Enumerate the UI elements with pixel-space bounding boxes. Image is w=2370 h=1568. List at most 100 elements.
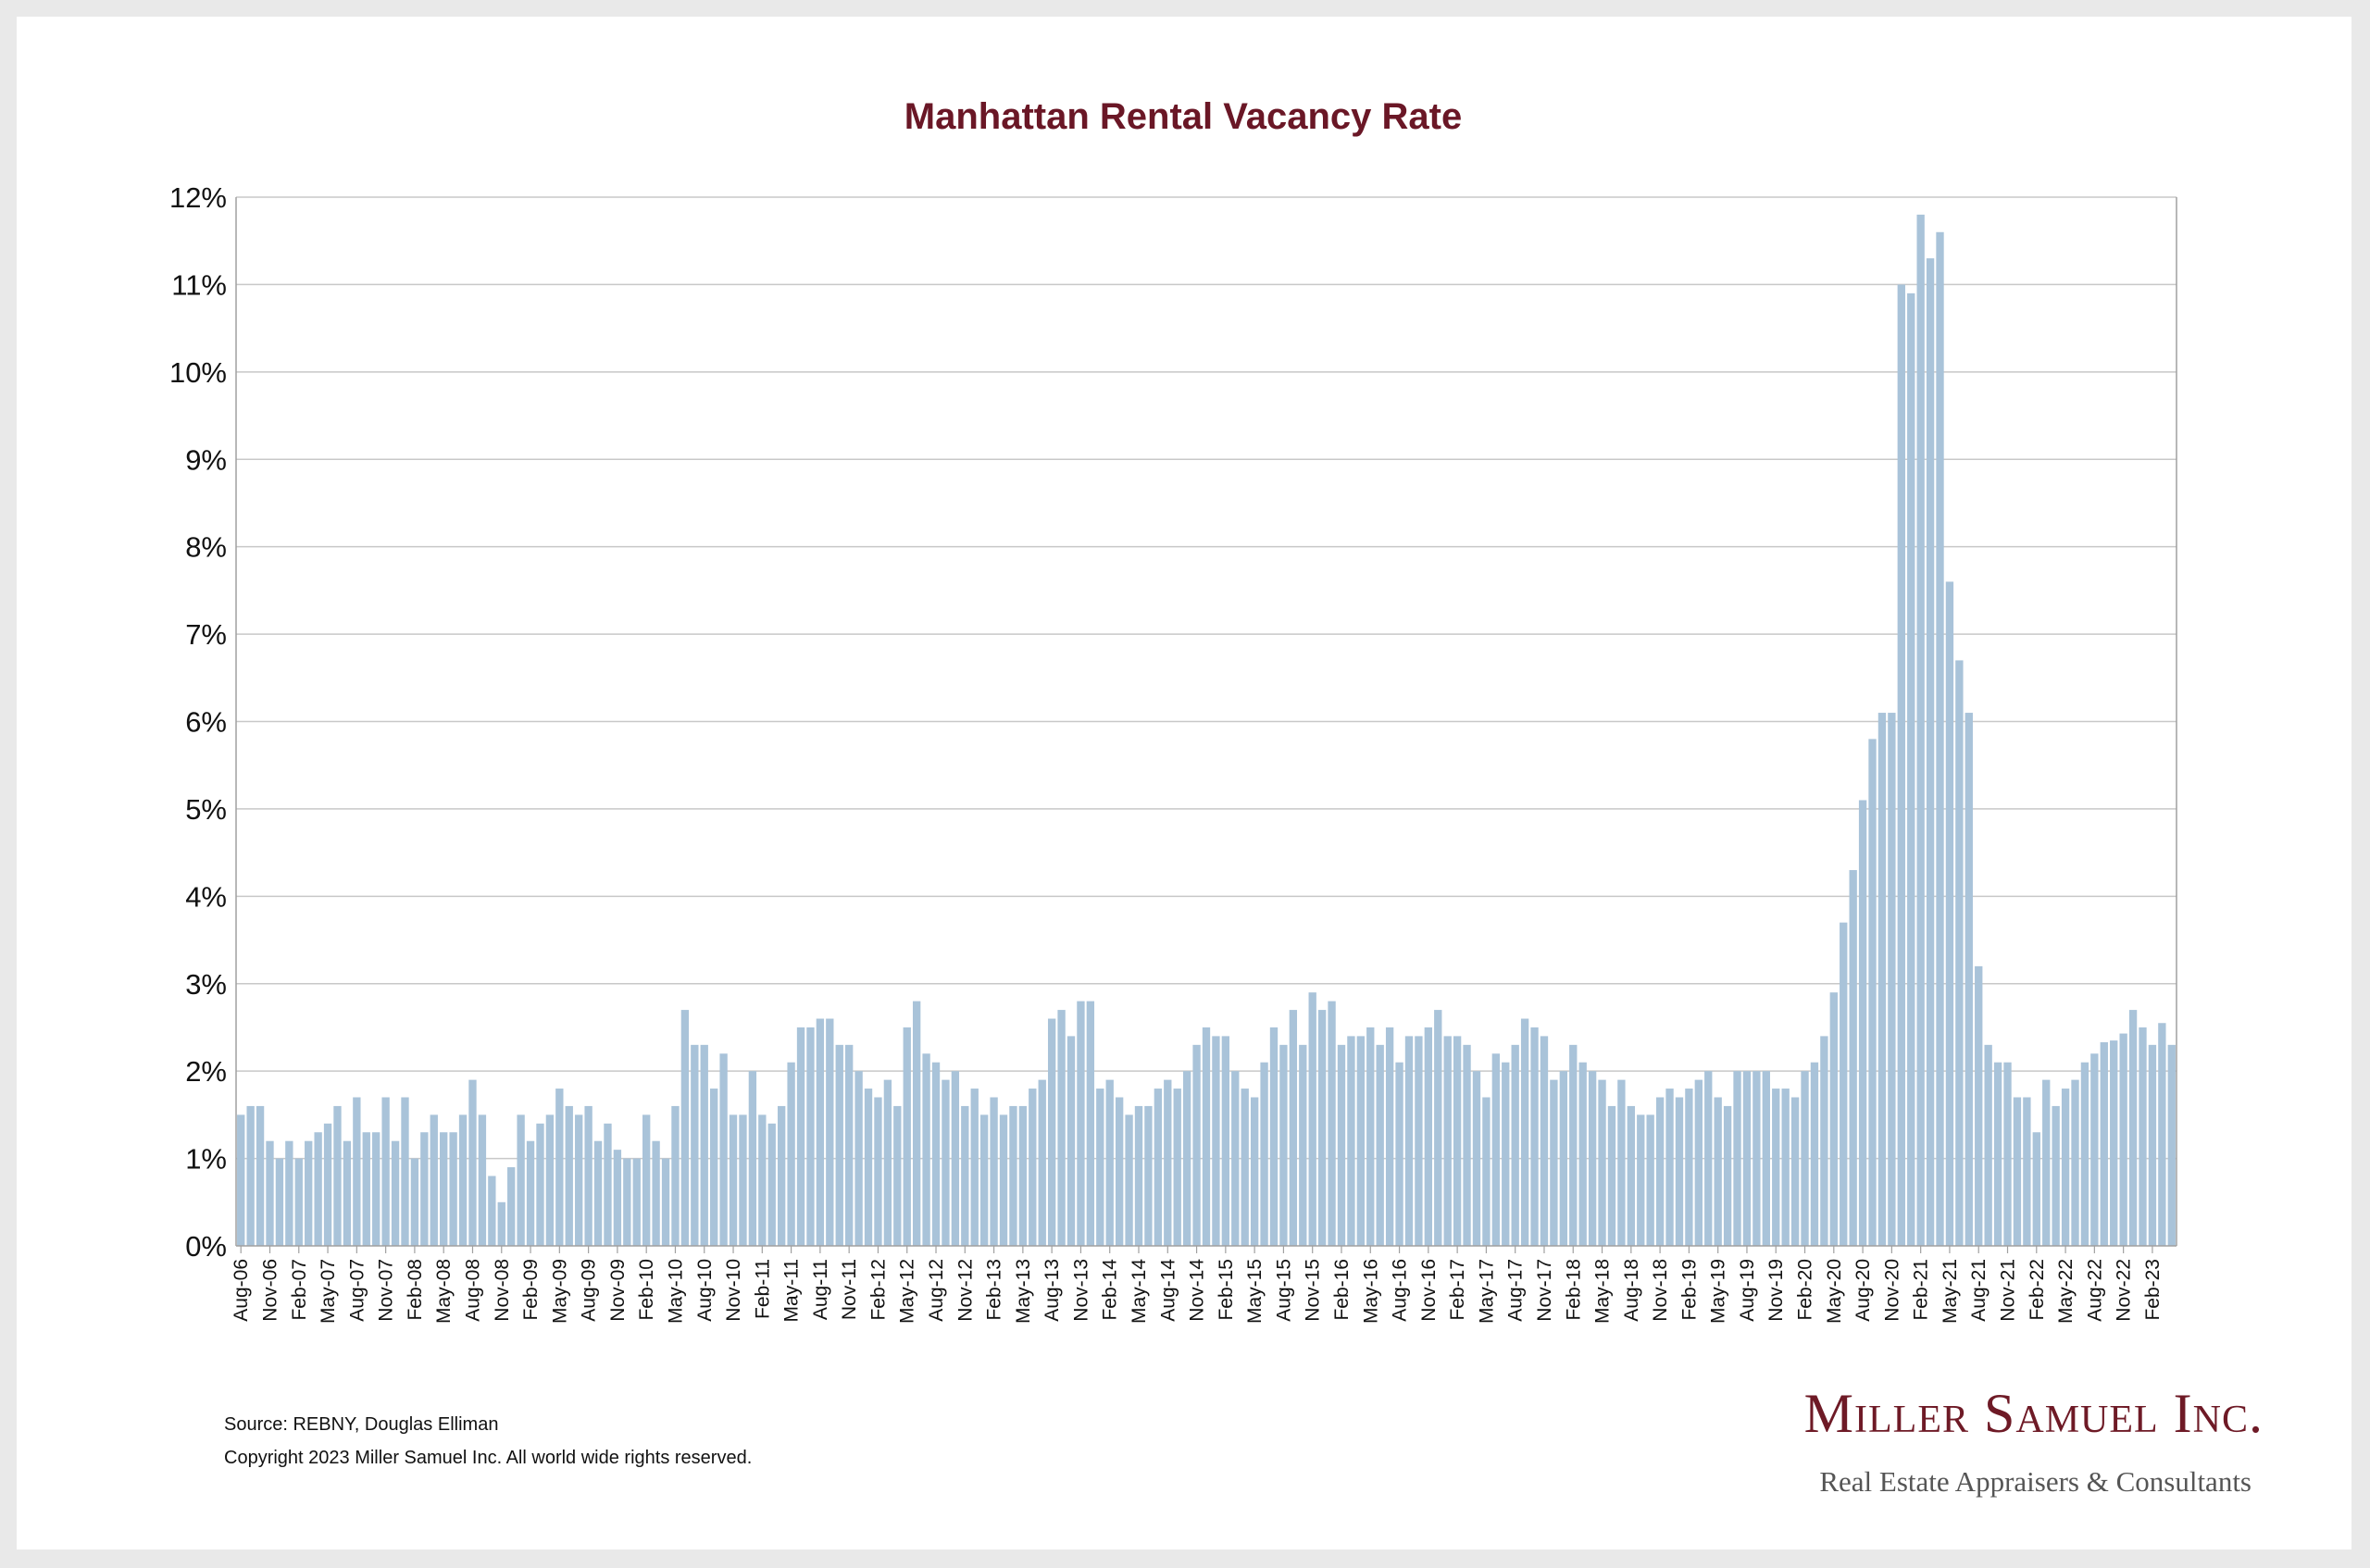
bar [575,1114,583,1247]
bar [237,1114,245,1247]
bar [266,1140,274,1246]
bar [1134,1105,1143,1246]
x-tick-label: May-07 [318,1259,339,1324]
y-tick-label: 3% [185,968,227,1001]
x-tick-label: Feb-13 [984,1259,1005,1321]
bar [1018,1105,1028,1246]
bar [719,1053,728,1246]
bar [1975,965,1983,1246]
bar [903,1027,911,1246]
bar [2139,1027,2147,1246]
bar [767,1123,776,1246]
x-tick-label: Feb-19 [1678,1259,1700,1321]
bar [1926,258,1935,1247]
bar [1337,1044,1346,1246]
x-tick-label: Aug-06 [231,1259,252,1322]
bar [246,1105,255,1246]
bar [652,1140,660,1246]
bar [1984,1044,1992,1246]
x-tick-label: Feb-21 [1911,1259,1932,1321]
bar [1772,1089,1780,1246]
bar [1009,1105,1017,1246]
bar [883,1079,892,1246]
bar [1790,1097,1800,1246]
bar [1173,1089,1181,1246]
bar [710,1089,718,1246]
bar [961,1105,969,1246]
bar [1231,1071,1240,1246]
x-tick-label: May-21 [1940,1259,1961,1324]
bar [275,1158,284,1246]
bar [2090,1053,2099,1246]
bar [922,1053,930,1246]
bar [1897,284,1905,1246]
bar [2013,1097,2022,1246]
bar [613,1150,622,1246]
bar [1463,1044,1471,1246]
bar [1241,1089,1249,1246]
gridlines [236,196,2177,1160]
x-tick-label: Nov-19 [1765,1259,1787,1322]
x-tick-label: May-18 [1592,1259,1614,1324]
bar [420,1132,429,1246]
x-tick-label: Aug-17 [1505,1259,1527,1322]
chart: Manhattan Rental Vacancy Rate 0% 1% 2% 3% 4%… [169,96,2177,1324]
x-tick-label: May-20 [1824,1259,1845,1324]
bar [2042,1079,2051,1246]
x-tick-label: Feb-18 [1563,1259,1584,1321]
x-tick-label: Nov-10 [723,1259,744,1322]
bar [671,1105,680,1246]
bar [632,1158,641,1246]
bar [1550,1079,1558,1246]
y-tick-labels: 0% 1% 2% 3% 4% 5% 6% 7% 8% 9% 10% 11% 12% [169,181,227,1263]
bar [1753,1071,1761,1246]
bars [237,214,2176,1247]
x-tick-label: Aug-13 [1042,1259,1063,1322]
x-tick-label: Feb-23 [2142,1259,2164,1321]
bar [2071,1079,2079,1246]
bar [1646,1114,1654,1247]
x-tick-label: May-08 [433,1259,455,1324]
bar [835,1044,843,1246]
y-tick-label: 0% [185,1230,227,1263]
bar [1704,1071,1713,1246]
bar [1637,1114,1645,1247]
bar [623,1158,631,1246]
bar [1675,1097,1684,1246]
bar [1877,713,1887,1246]
bar [362,1132,370,1246]
x-tick-label: Aug-22 [2084,1259,2105,1322]
bar [1453,1036,1462,1246]
bar [854,1071,863,1246]
bar [1289,1010,1298,1246]
bar [1424,1027,1433,1246]
bar [1578,1062,1587,1246]
bar [497,1201,505,1246]
bar [1443,1036,1452,1246]
y-tick-label: 10% [169,356,227,389]
y-tick-label: 12% [169,181,227,214]
x-tick-label: Aug-07 [346,1259,368,1322]
bar [931,1062,941,1246]
bar [729,1114,738,1247]
brand-tagline: Real Estate Appraisers & Consultants [1819,1465,2252,1498]
bar [1029,1089,1037,1246]
bar [1366,1027,1375,1246]
bar [468,1079,477,1246]
x-tick-label: Aug-09 [579,1259,600,1322]
bar [604,1123,612,1246]
x-tick-label: May-16 [1360,1259,1381,1324]
x-tick-label: Feb-14 [1100,1259,1121,1321]
brand-logo-name: Miller Samuel Inc. [1803,1383,2264,1444]
bar [488,1176,496,1246]
x-tick-label: Aug-11 [810,1259,831,1320]
x-tick-label: Nov-12 [954,1259,976,1322]
bar [680,1010,690,1246]
bar [787,1062,795,1246]
bar [1907,292,1915,1246]
bar [1482,1097,1491,1246]
bar [1936,231,1944,1246]
bar [758,1114,767,1247]
bar [951,1071,960,1246]
x-tick-label: Feb-08 [405,1259,426,1321]
